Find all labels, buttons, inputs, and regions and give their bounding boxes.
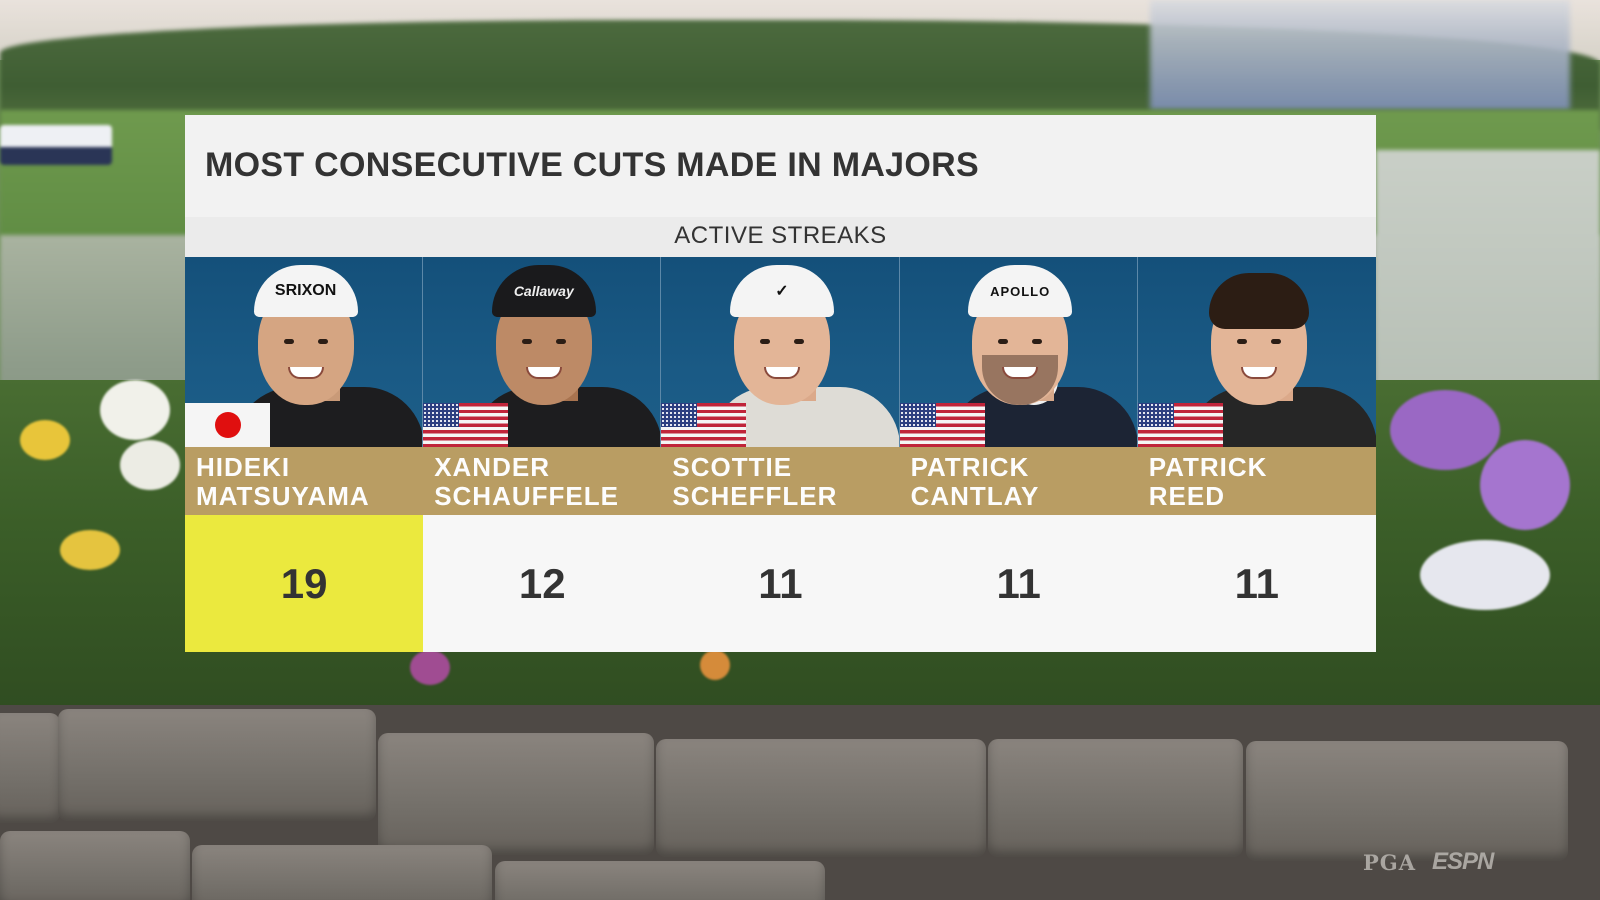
player-column: APOLLO PATRICK CANTLAY 11 [899,257,1138,652]
streak-value: 12 [423,515,662,652]
player-name: PATRICK CANTLAY [899,447,1138,515]
title-bar [185,115,1376,217]
cap-logo: Callaway [491,265,596,317]
player-first-name: HIDEKI [196,452,291,482]
player-last-name: REED [1148,481,1225,511]
player-first-name: SCOTTIE [672,452,793,482]
cap-logo: APOLLO [968,265,1073,317]
player-name: HIDEKI MATSUYAMA [185,447,424,515]
eye [555,339,566,344]
player-photo: SRIXON [185,257,424,447]
player-last-name: SCHAUFFELE [434,481,619,511]
player-hair [1208,273,1309,329]
eye [759,339,770,344]
player-name: XANDER SCHAUFFELE [423,447,662,515]
smile [763,367,800,379]
player-column: ✓ SCOTTIE SCHEFFLER 11 [661,257,900,652]
player-first-name: PATRICK [910,452,1030,482]
flag-canton [1137,403,1174,427]
eye [521,339,532,344]
player-column: PATRICK REED 11 [1137,257,1376,652]
streak-value: 11 [661,515,900,652]
flag-disc [215,412,241,438]
player-last-name: SCHEFFLER [672,481,838,511]
network-bug: PGA ESPN [1363,848,1494,876]
player-name: PATRICK REED [1137,447,1376,515]
streak-value: 11 [899,515,1138,652]
streak-value-leader: 19 [185,515,424,652]
streak-value: 11 [1137,515,1376,652]
espn-logo: ESPN [1432,848,1494,875]
eye [1032,339,1043,344]
graphic-subtitle: ACTIVE STREAKS [674,222,887,249]
grandstand [1150,0,1570,110]
pga-logo: PGA [1363,849,1417,875]
eye [998,339,1009,344]
usa-flag-icon [661,403,747,447]
graphic-title: MOST CONSECUTIVE CUTS MADE IN MAJORS [205,146,979,184]
player-photo: APOLLO [899,257,1138,447]
smile [525,367,562,379]
player-first-name: XANDER [434,452,550,482]
hospitality-tent [0,125,112,165]
stats-graphic: MOST CONSECUTIVE CUTS MADE IN MAJORS ACT… [185,115,1376,652]
player-last-name: MATSUYAMA [196,481,370,511]
cap-logo: ✓ [729,265,834,317]
flag-canton [661,403,698,427]
player-columns: SRIXON HIDEKI MATSUYAMA 19 Callaway [185,257,1376,652]
smile [1240,367,1277,379]
usa-flag-icon [423,403,509,447]
player-photo: Callaway [423,257,662,447]
player-column: Callaway XANDER SCHAUFFELE 12 [423,257,662,652]
player-first-name: PATRICK [1148,452,1268,482]
smile [287,367,324,379]
flag-canton [899,403,936,427]
eye [793,339,804,344]
cap-logo: SRIXON [253,265,358,317]
subtitle-bar [185,217,1376,257]
eye [317,339,328,344]
usa-flag-icon [1137,403,1223,447]
player-photo: ✓ [661,257,900,447]
stone-wall [0,705,1600,900]
player-last-name: CANTLAY [910,481,1040,511]
eye [283,339,294,344]
flag-canton [423,403,460,427]
player-photo [1137,257,1376,447]
eye [1270,339,1281,344]
usa-flag-icon [899,403,985,447]
eye [1236,339,1247,344]
player-name: SCOTTIE SCHEFFLER [661,447,900,515]
player-column: SRIXON HIDEKI MATSUYAMA 19 [185,257,424,652]
japan-flag-icon [185,403,270,447]
